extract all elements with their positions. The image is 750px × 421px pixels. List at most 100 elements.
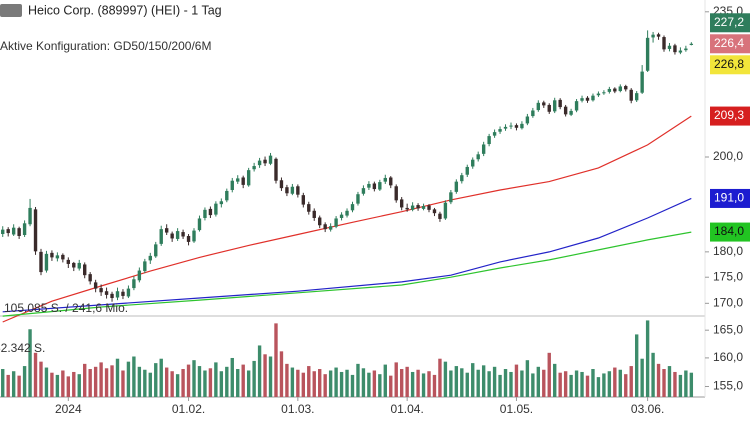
price-label: 209,3 [714, 108, 744, 122]
price-label: 191,0 [714, 191, 744, 205]
volume-bar [662, 369, 666, 397]
volume-bar [66, 376, 71, 397]
price-label-box [710, 222, 750, 242]
volume-bar [83, 363, 87, 397]
volume-bar [531, 373, 535, 397]
volume-bar [214, 362, 218, 397]
volume-bar [607, 371, 612, 397]
candle-body [471, 159, 475, 167]
candle-body [307, 204, 311, 212]
candle-body [318, 217, 322, 226]
candle-body [553, 100, 557, 112]
moving-average-layer [2, 115, 692, 323]
moving-average-line [2, 231, 692, 317]
volume-bar [121, 370, 125, 397]
candle-body [509, 125, 513, 127]
candle-body [143, 261, 147, 272]
volume-bar [492, 366, 497, 397]
candle-body [77, 262, 81, 269]
price-label-box [710, 13, 750, 33]
volume-layer [1, 320, 694, 397]
volume-bar [17, 375, 21, 397]
volume-bar [684, 370, 688, 397]
volume-bar [454, 366, 459, 397]
candle-body [574, 101, 579, 111]
volume-bar [613, 367, 617, 397]
candle-body [498, 129, 502, 132]
candle-body [257, 160, 262, 166]
candle-body [405, 207, 409, 210]
candle-body [219, 201, 224, 205]
symbol-icon[interactable] [0, 4, 22, 17]
candle-body [662, 37, 666, 50]
volume-bar [509, 371, 513, 397]
candle-body [290, 186, 295, 194]
candle-body [28, 207, 32, 225]
volume-bar [334, 367, 338, 397]
volume-bar [28, 329, 32, 397]
volume-bar [591, 369, 595, 397]
candle-body [121, 291, 125, 296]
volume-bar [689, 372, 694, 397]
volume-bar [241, 364, 245, 397]
volume-bar [148, 372, 152, 397]
candle-body [11, 227, 16, 235]
candle-body [503, 126, 508, 129]
volume-bar [170, 371, 174, 397]
volume-bar [476, 369, 480, 397]
volume-bar [132, 356, 136, 397]
candle-body [1, 229, 5, 235]
volume-bar [629, 366, 633, 397]
chart-title: Heico Corp. (889997) (HEI) - 1 Tag [28, 3, 222, 17]
volume-bar [154, 363, 158, 397]
volume-bar [667, 366, 672, 397]
volume-bar [72, 371, 76, 397]
candle-body [203, 209, 207, 218]
candle-body [689, 43, 694, 45]
candle-body [33, 209, 38, 252]
volume-bar [367, 372, 371, 397]
candle-body [192, 230, 196, 242]
volume-bar [432, 374, 437, 397]
candle-body [640, 71, 644, 93]
volume-bar [471, 363, 475, 397]
candle-body [312, 210, 316, 218]
candle-body [296, 186, 300, 195]
candle-body [246, 170, 251, 186]
volume-bar [279, 351, 284, 397]
candle-body [170, 233, 174, 239]
configuration-label: Aktive Konfiguration: GD50/150/200/6M [0, 39, 211, 53]
volume-bar [328, 370, 333, 397]
candle-body [607, 88, 612, 92]
volume-bar [372, 370, 377, 397]
candle-layer [1, 30, 694, 302]
volume-bar [110, 365, 114, 397]
moving-average-line [2, 197, 692, 313]
volume-bar [290, 367, 295, 397]
candle-body [225, 190, 229, 201]
candle-body [580, 98, 584, 101]
candle-body [667, 45, 672, 49]
y-tick-label: 170,0 [713, 295, 743, 309]
candle-body [99, 288, 103, 293]
volume-bar [257, 345, 262, 397]
price-label-box [710, 188, 750, 208]
candle-body [356, 194, 360, 204]
candle-body [6, 229, 10, 234]
volume-bar [50, 372, 54, 397]
volume-bar [416, 369, 420, 397]
x-tick-label: 03.06. [631, 402, 664, 416]
volume-bar [22, 366, 27, 397]
volume-bar [361, 368, 366, 397]
candle-body [55, 255, 60, 259]
candle-body [492, 132, 497, 136]
candle-body [39, 251, 43, 273]
x-tick-label: 01.03. [281, 402, 314, 416]
moving-average-line [2, 115, 692, 323]
candle-body [279, 180, 284, 189]
volume-bar [263, 354, 267, 397]
volume-bar [93, 366, 98, 397]
candle-body [399, 199, 404, 208]
